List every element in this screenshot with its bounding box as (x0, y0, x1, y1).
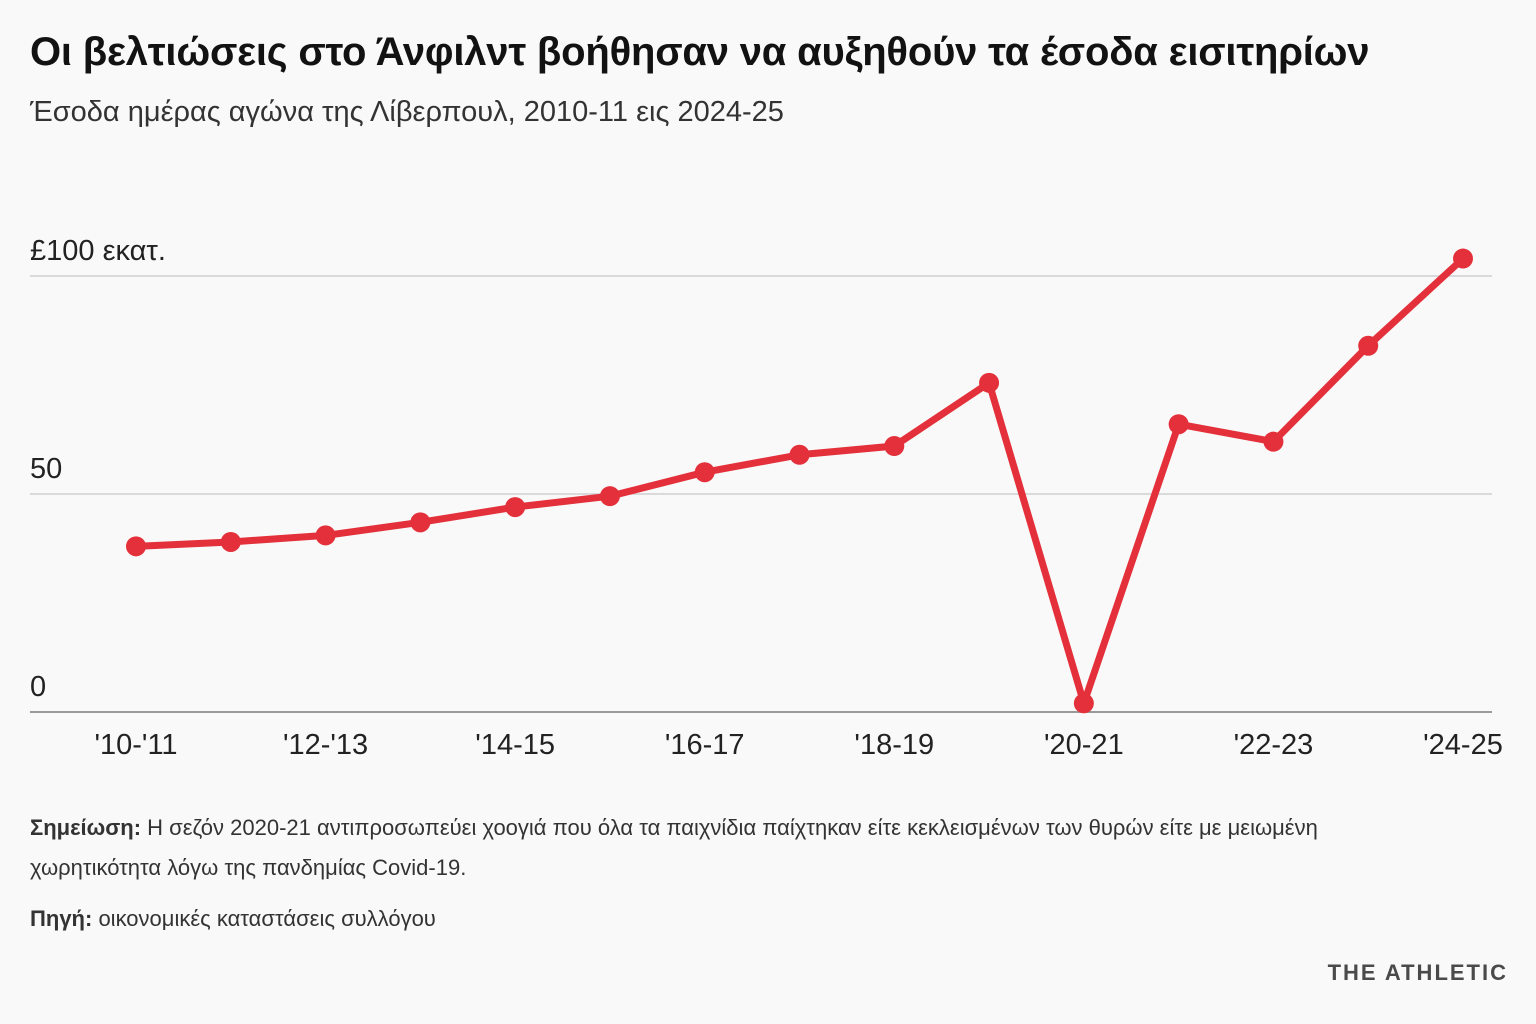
chart-source: Πηγή: οικονομικές καταστάσεις συλλόγου (30, 902, 436, 936)
series-revenue (126, 248, 1473, 714)
y-tick-label: 50 (30, 453, 62, 485)
x-tick-label: '10-'11 (94, 729, 177, 761)
data-point-2016-17 (694, 462, 715, 483)
brand-logo-text: THE ATHLETIC (1327, 960, 1508, 985)
line-chart: 0 50 £100 εκατ. '10-'11 '12-'13 '14-15 '16-17… (30, 235, 1503, 761)
y-axis-labels: 0 50 £100 εκατ. (30, 235, 166, 703)
data-point-2018-19 (884, 436, 905, 457)
data-point-2013-14 (410, 512, 431, 533)
y-tick-label: 0 (30, 671, 46, 703)
data-point-2014-15 (505, 497, 526, 518)
data-point-2020-21 (1073, 693, 1094, 714)
data-point-2017-18 (789, 444, 810, 465)
data-point-2023-24 (1358, 335, 1379, 356)
x-tick-label: '12-'13 (283, 729, 368, 761)
series-line (132, 255, 1467, 707)
x-tick-label: '16-17 (665, 729, 745, 761)
grid-lines (30, 275, 1492, 713)
x-tick-label: '20-21 (1044, 729, 1124, 761)
data-point-2022-23 (1263, 431, 1284, 452)
data-point-2010-11 (126, 536, 146, 557)
x-tick-label: '24-25 (1423, 729, 1503, 761)
note-label: Σημείωση: (30, 815, 142, 840)
data-point-2011-12 (220, 531, 241, 552)
x-axis-labels: '10-'11 '12-'13 '14-15 '16-17 '18-19 '20-21 '2… (94, 729, 1502, 761)
y-tick-label: £100 εκατ. (30, 235, 166, 267)
chart-title: Οι βελτιώσεις στο Άνφιλντ βοήθησαν να αυ… (30, 30, 1370, 74)
data-point-2012-13 (315, 525, 336, 546)
source-label: Πηγή: (30, 906, 93, 931)
chart-note: Σημείωση: Η σεζόν 2020-21 αντιπροσωπεύει… (30, 808, 1450, 888)
chart-subtitle: Έσοδα ημέρας αγώνα της Λίβερπουλ, 2010-1… (30, 96, 784, 128)
data-point-2015-16 (599, 486, 620, 507)
x-tick-label: '22-23 (1234, 729, 1314, 761)
data-point-2024-25 (1453, 248, 1473, 269)
data-point-2021-22 (1168, 414, 1189, 435)
x-tick-label: '18-19 (854, 729, 934, 761)
note-text: Η σεζόν 2020-21 αντιπροσωπεύει χοογιά πο… (30, 815, 1318, 880)
data-point-2019-20 (979, 372, 1000, 393)
source-text: οικονομικές καταστάσεις συλλόγου (92, 906, 436, 931)
x-tick-label: '14-15 (475, 729, 555, 761)
